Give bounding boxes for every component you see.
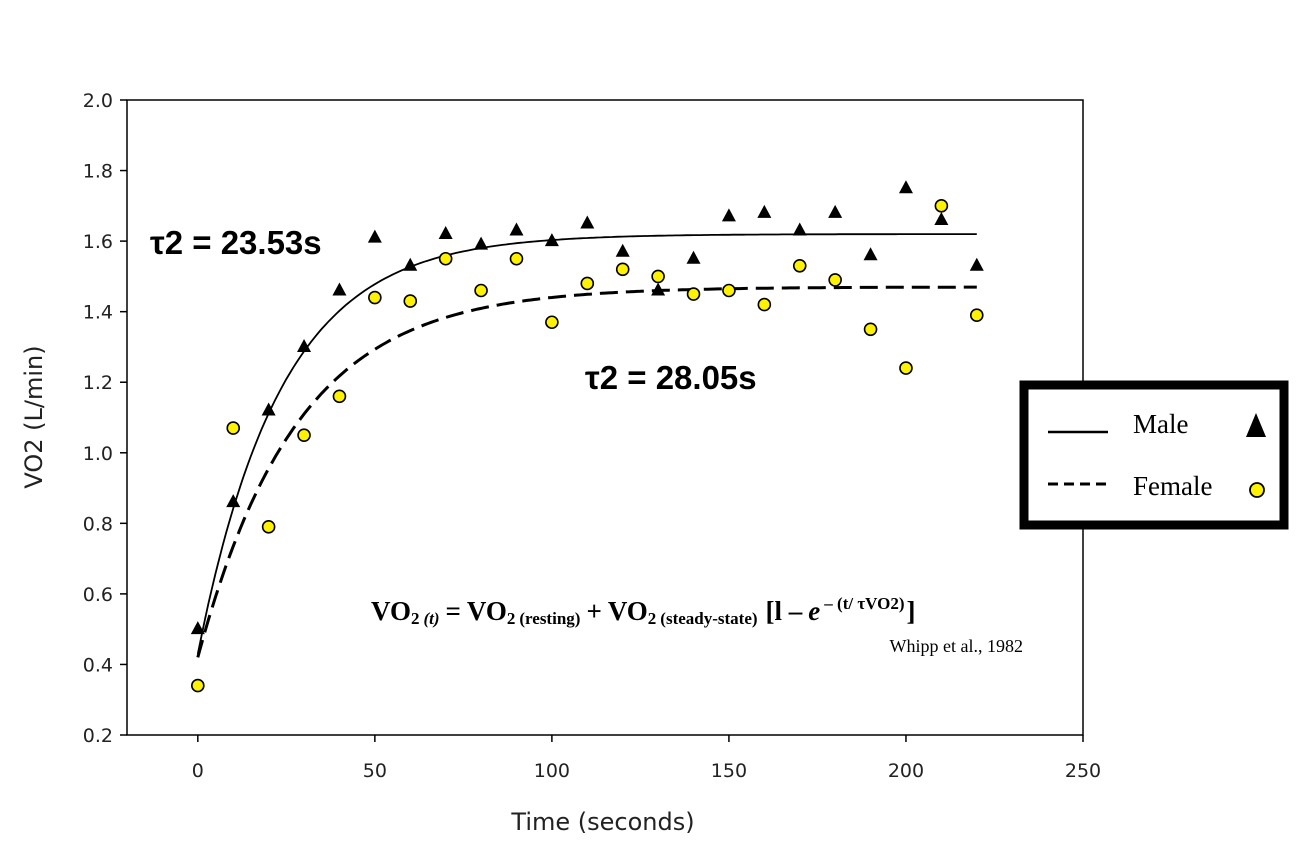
female-data-point [686, 287, 701, 301]
male-data-point [544, 233, 559, 247]
male-data-point [721, 208, 736, 222]
male-fit-line [196, 233, 977, 655]
y-axis-ticks: 0.2 0.4 0.6 0.8 1.0 1.2 1.4 1.6 1.8 2.0 [83, 90, 127, 747]
female-data-point [438, 251, 453, 266]
male-data-point [190, 621, 205, 635]
female-data-points [191, 199, 984, 693]
female-data-point [297, 428, 311, 442]
y-tick-label: 0.4 [83, 654, 113, 676]
male-data-point [580, 215, 595, 229]
legend-box [1019, 380, 1289, 530]
x-tick-label: 200 [888, 760, 924, 782]
legend-female-marker [1249, 482, 1265, 498]
male-data-point [297, 338, 312, 352]
male-data-point [686, 250, 701, 264]
male-data-point [651, 282, 666, 296]
y-tick-label: 0.6 [83, 584, 113, 606]
y-tick-label: 1.2 [83, 372, 113, 394]
female-data-point [899, 361, 913, 375]
female-data-point [545, 315, 559, 330]
male-data-point [615, 243, 630, 257]
y-tick-label: 0.2 [83, 725, 113, 747]
equation: VO2 (t) = VO2 (resting) + VO2 (steady-state) [l … [371, 594, 915, 628]
male-data-point [969, 257, 984, 271]
female-tau-annotation: τ2 = 28.05s [585, 359, 757, 396]
female-data-point [615, 262, 630, 277]
male-tau-annotation: τ2 = 23.53s [150, 224, 322, 261]
male-data-point [934, 211, 949, 225]
female-data-point [722, 283, 736, 298]
female-data-point [651, 269, 665, 284]
male-data-point [332, 282, 347, 296]
female-data-point [757, 297, 772, 312]
x-tick-label: 50 [363, 760, 387, 782]
female-data-point [403, 294, 418, 308]
male-data-point [438, 226, 453, 240]
legend: Male Female [1019, 380, 1289, 530]
y-tick-label: 1.4 [83, 302, 113, 324]
legend-male-marker [1246, 413, 1266, 437]
male-data-point [403, 257, 418, 271]
x-tick-label: 150 [711, 760, 747, 782]
x-tick-label: 100 [534, 760, 570, 782]
male-data-point [474, 236, 489, 250]
x-tick-label: 0 [192, 760, 204, 782]
citation: Whipp et al., 1982 [890, 636, 1023, 656]
male-data-point [792, 222, 807, 236]
male-data-point [757, 204, 772, 218]
female-data-point [828, 273, 842, 287]
female-data-point [863, 322, 878, 337]
female-data-point [368, 290, 382, 305]
female-data-point [792, 259, 807, 273]
male-data-point [898, 180, 913, 194]
x-tick-label: 250 [1065, 760, 1101, 782]
y-axis-title: VO2 (L/min) [20, 345, 48, 488]
male-data-point [863, 247, 878, 261]
female-data-point [934, 199, 949, 213]
y-tick-label: 1.6 [83, 231, 113, 253]
male-data-point [509, 222, 524, 236]
male-data-points [190, 180, 984, 635]
female-fit-line [196, 285, 977, 658]
legend-male-label: Male [1133, 409, 1188, 439]
legend-female-label: Female [1133, 471, 1212, 501]
female-data-point [261, 520, 276, 534]
female-data-point [969, 308, 984, 322]
x-axis-title: Time (seconds) [510, 808, 694, 836]
male-data-point [367, 229, 382, 243]
y-tick-label: 1.8 [83, 161, 113, 183]
female-data-point [226, 421, 241, 435]
male-data-point [226, 494, 241, 508]
male-data-point [828, 204, 843, 218]
y-tick-label: 0.8 [83, 513, 113, 535]
y-tick-label: 1.0 [83, 443, 113, 465]
female-data-point [474, 283, 488, 298]
x-axis-ticks: 0 50 100 150 200 250 [192, 735, 1101, 782]
y-tick-label: 2.0 [83, 90, 113, 112]
male-data-point [261, 402, 276, 416]
female-data-point [580, 276, 595, 291]
female-data-point [332, 389, 347, 404]
female-data-point [509, 251, 524, 266]
female-data-point [191, 678, 205, 693]
